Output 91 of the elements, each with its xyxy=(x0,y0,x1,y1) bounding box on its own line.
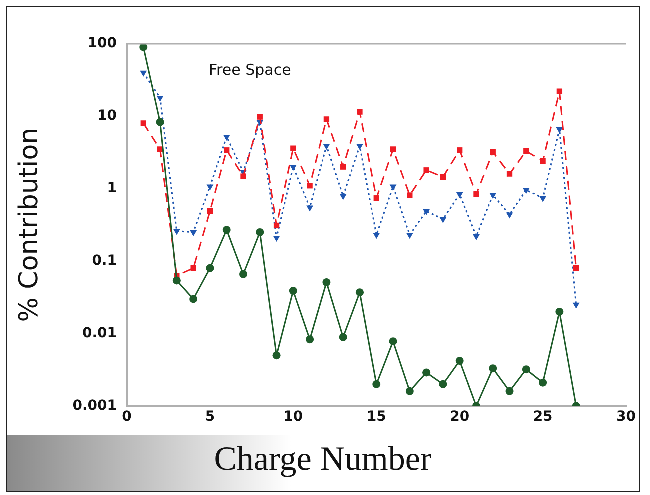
point xyxy=(524,148,530,154)
point xyxy=(406,233,414,240)
point xyxy=(373,233,380,240)
point xyxy=(389,338,398,346)
y-tick-label: 0.01 xyxy=(82,325,117,342)
x-tick-label: 20 xyxy=(450,409,470,426)
point xyxy=(439,380,448,388)
point xyxy=(407,192,413,198)
point xyxy=(340,164,346,170)
point xyxy=(574,266,580,272)
point xyxy=(307,183,313,189)
point xyxy=(322,278,331,287)
point xyxy=(256,228,264,236)
point xyxy=(356,144,364,150)
point xyxy=(272,352,281,360)
point xyxy=(422,368,431,377)
point xyxy=(156,118,164,126)
x-tick-label: 5 xyxy=(205,409,216,426)
point xyxy=(290,165,297,172)
point xyxy=(273,236,280,242)
y-tick-label: 1 xyxy=(107,180,117,197)
point xyxy=(440,174,446,180)
point xyxy=(457,148,463,154)
x-axis-title: Charge Number xyxy=(213,441,433,479)
point xyxy=(223,135,230,142)
point xyxy=(306,206,314,212)
point xyxy=(356,288,364,297)
point xyxy=(140,70,148,77)
point xyxy=(473,234,480,241)
point xyxy=(257,114,263,120)
point xyxy=(424,168,430,174)
point xyxy=(206,184,214,191)
point xyxy=(207,208,214,214)
point xyxy=(190,230,198,236)
point xyxy=(372,380,381,388)
point xyxy=(390,146,396,152)
point xyxy=(339,333,348,342)
point xyxy=(556,88,563,94)
point xyxy=(506,212,514,219)
point xyxy=(156,96,164,102)
y-tick-label: 10 xyxy=(98,108,118,124)
point xyxy=(572,302,580,309)
point xyxy=(172,276,181,285)
point xyxy=(306,336,314,344)
annotation: Free Space xyxy=(209,60,292,79)
x-tick-label: 15 xyxy=(366,409,386,426)
y-tick-label: 0.1 xyxy=(92,252,117,269)
point xyxy=(522,366,530,374)
point xyxy=(540,196,547,202)
point xyxy=(474,192,480,198)
point xyxy=(490,149,496,156)
point xyxy=(539,378,548,387)
point xyxy=(206,264,214,272)
y-tick-label: 100 xyxy=(88,36,118,52)
point xyxy=(390,184,397,191)
point xyxy=(556,128,564,134)
x-tick-label: 25 xyxy=(533,409,553,426)
y-axis-title: % Contribution xyxy=(14,128,44,322)
point xyxy=(406,387,414,396)
point xyxy=(274,222,280,229)
point xyxy=(140,44,148,52)
point xyxy=(540,158,546,164)
point xyxy=(440,217,447,224)
point xyxy=(556,308,564,316)
point xyxy=(506,387,514,396)
point xyxy=(323,144,330,150)
point xyxy=(222,226,231,234)
x-tick-label: 0 xyxy=(122,409,132,426)
point xyxy=(456,357,464,366)
point xyxy=(522,188,530,194)
point xyxy=(357,109,363,115)
point xyxy=(190,295,198,304)
point xyxy=(290,146,296,152)
point xyxy=(240,174,246,180)
y-tick-label: 0.001 xyxy=(72,398,117,414)
point xyxy=(173,229,180,236)
x-tick-label: 30 xyxy=(616,409,636,426)
point xyxy=(239,270,248,278)
point xyxy=(289,286,298,295)
point xyxy=(490,193,497,200)
point xyxy=(489,364,498,373)
point xyxy=(423,209,430,216)
point xyxy=(224,148,230,154)
point xyxy=(456,192,464,198)
point xyxy=(340,194,347,200)
point xyxy=(190,266,196,272)
point xyxy=(324,116,330,122)
point xyxy=(140,120,146,126)
point xyxy=(506,171,513,177)
x-tick-label: 10 xyxy=(284,409,304,426)
point xyxy=(374,196,380,202)
